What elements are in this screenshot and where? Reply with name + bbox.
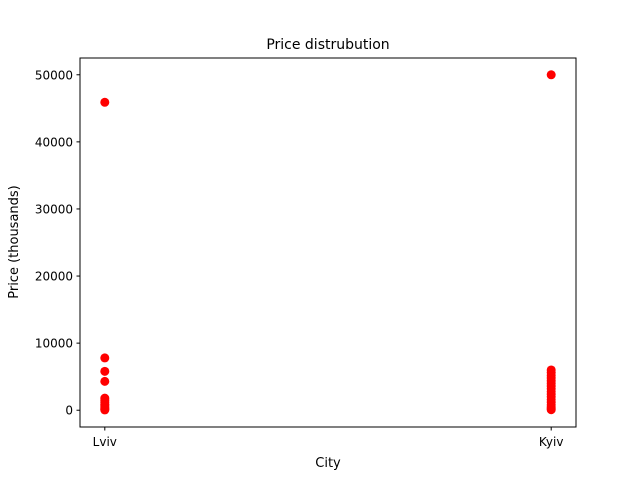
y-axis-label: Price (thousands): [7, 185, 22, 299]
y-tick-label: 10000: [35, 337, 73, 351]
y-tick-label: 50000: [35, 68, 73, 82]
plot-frame: [79, 57, 577, 428]
data-point: [100, 97, 110, 107]
y-tick-label: 0: [65, 404, 73, 418]
data-point: [100, 376, 110, 386]
data-point: [546, 405, 556, 415]
data-point: [546, 70, 556, 80]
data-point: [100, 353, 110, 363]
data-point: [100, 405, 110, 415]
data-point: [100, 366, 110, 376]
y-tick-label: 40000: [35, 135, 73, 149]
chart-title: Price distrubution: [266, 37, 389, 53]
y-tick-label: 30000: [35, 202, 73, 216]
x-axis-ticks: Lviv Kyiv: [93, 427, 564, 449]
y-axis-ticks: 0 10000 20000 30000 40000 50000: [35, 68, 80, 418]
y-tick-label: 20000: [35, 270, 73, 284]
scatter-points: [100, 70, 556, 415]
x-tick-label: Lviv: [93, 435, 117, 449]
x-axis-label: City: [315, 456, 341, 471]
x-tick-label: Kyiv: [539, 435, 564, 449]
